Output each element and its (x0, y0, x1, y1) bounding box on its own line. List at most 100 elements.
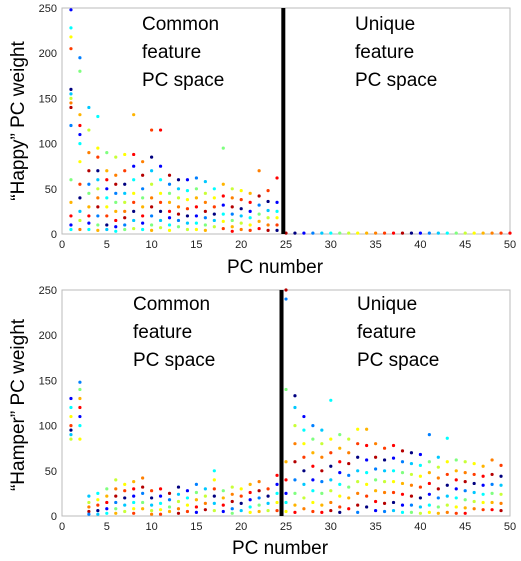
y-tick-labels: 0 50 100 150 200 250 (39, 285, 57, 523)
data-point (141, 205, 145, 209)
data-point (185, 178, 190, 182)
data-point (230, 212, 234, 216)
data-point (409, 451, 414, 455)
data-point (391, 490, 396, 495)
data-point (203, 494, 207, 498)
data-point (311, 424, 315, 428)
data-point (445, 503, 449, 507)
data-point (69, 26, 73, 30)
data-point (167, 491, 172, 495)
data-point (374, 442, 378, 446)
data-point (114, 478, 118, 482)
common-region-label-line-3: PC space (142, 70, 224, 91)
data-point (266, 494, 270, 498)
data-point (356, 503, 360, 507)
data-point (463, 231, 467, 235)
data-point (212, 212, 216, 216)
data-point (69, 178, 73, 182)
y-tick-label: 150 (39, 375, 57, 387)
data-point (248, 191, 252, 195)
data-point (105, 169, 109, 173)
data-point (490, 491, 494, 495)
data-point (132, 152, 136, 157)
data-point (302, 428, 306, 432)
common-region-label-line-1: Common (142, 14, 219, 35)
data-point (374, 455, 378, 459)
data-point (141, 227, 145, 232)
data-points (69, 288, 503, 516)
data-point (123, 509, 127, 514)
data-point (105, 494, 109, 498)
data-point (365, 505, 369, 509)
data-point (221, 203, 225, 207)
data-point (123, 169, 127, 173)
data-point (436, 231, 440, 235)
data-point (96, 491, 100, 495)
data-point (329, 451, 333, 455)
data-point (427, 460, 431, 464)
data-point (194, 176, 198, 180)
data-point (141, 491, 145, 495)
data-point (221, 496, 225, 500)
data-point (266, 199, 270, 204)
data-point (284, 288, 288, 292)
data-point (141, 500, 145, 505)
data-point (96, 114, 100, 119)
data-point (132, 164, 136, 168)
data-point (275, 176, 279, 180)
data-point (158, 226, 163, 230)
data-point (409, 503, 414, 507)
data-point (132, 209, 136, 213)
data-point (176, 492, 181, 496)
data-point (347, 473, 351, 477)
data-point (427, 231, 431, 235)
data-point (257, 226, 261, 231)
x-tick-label: 15 (190, 239, 202, 251)
data-point (132, 178, 136, 182)
data-point (418, 463, 422, 467)
data-point (185, 189, 190, 193)
data-point (78, 182, 82, 186)
data-point (158, 209, 163, 213)
data-point (221, 146, 225, 150)
data-point (400, 481, 405, 486)
data-point (176, 511, 181, 515)
data-point (248, 505, 252, 509)
data-point (427, 510, 431, 514)
data-point (338, 471, 342, 475)
data-point (490, 500, 494, 505)
x-tick-label: 35 (369, 239, 381, 251)
data-point (427, 492, 431, 496)
data-point (96, 498, 100, 502)
data-point (69, 200, 73, 204)
data-point (123, 482, 127, 486)
data-point (302, 455, 306, 459)
x-tick-label: 5 (104, 521, 110, 533)
data-point (123, 216, 127, 220)
data-point (239, 207, 243, 211)
data-point (436, 455, 440, 459)
data-point (409, 472, 414, 477)
data-point (132, 494, 136, 498)
data-point (114, 500, 118, 505)
y-tick-labels: 0 50 100 150 200 250 (39, 3, 57, 241)
data-point (69, 101, 73, 105)
y-tick-label: 0 (51, 511, 57, 523)
data-point (87, 494, 91, 498)
data-point (167, 200, 172, 204)
data-point (87, 205, 91, 209)
data-point (105, 487, 109, 491)
data-point (320, 442, 324, 446)
data-point (409, 231, 414, 235)
data-point (472, 490, 476, 495)
data-point (472, 507, 476, 511)
data-point (409, 483, 414, 487)
data-point (356, 455, 360, 459)
data-point (87, 500, 91, 505)
data-point (347, 496, 351, 500)
x-axis-title: PC number (227, 257, 324, 278)
x-tick-label: 15 (190, 521, 202, 533)
data-point (481, 464, 485, 468)
data-point (221, 509, 225, 514)
